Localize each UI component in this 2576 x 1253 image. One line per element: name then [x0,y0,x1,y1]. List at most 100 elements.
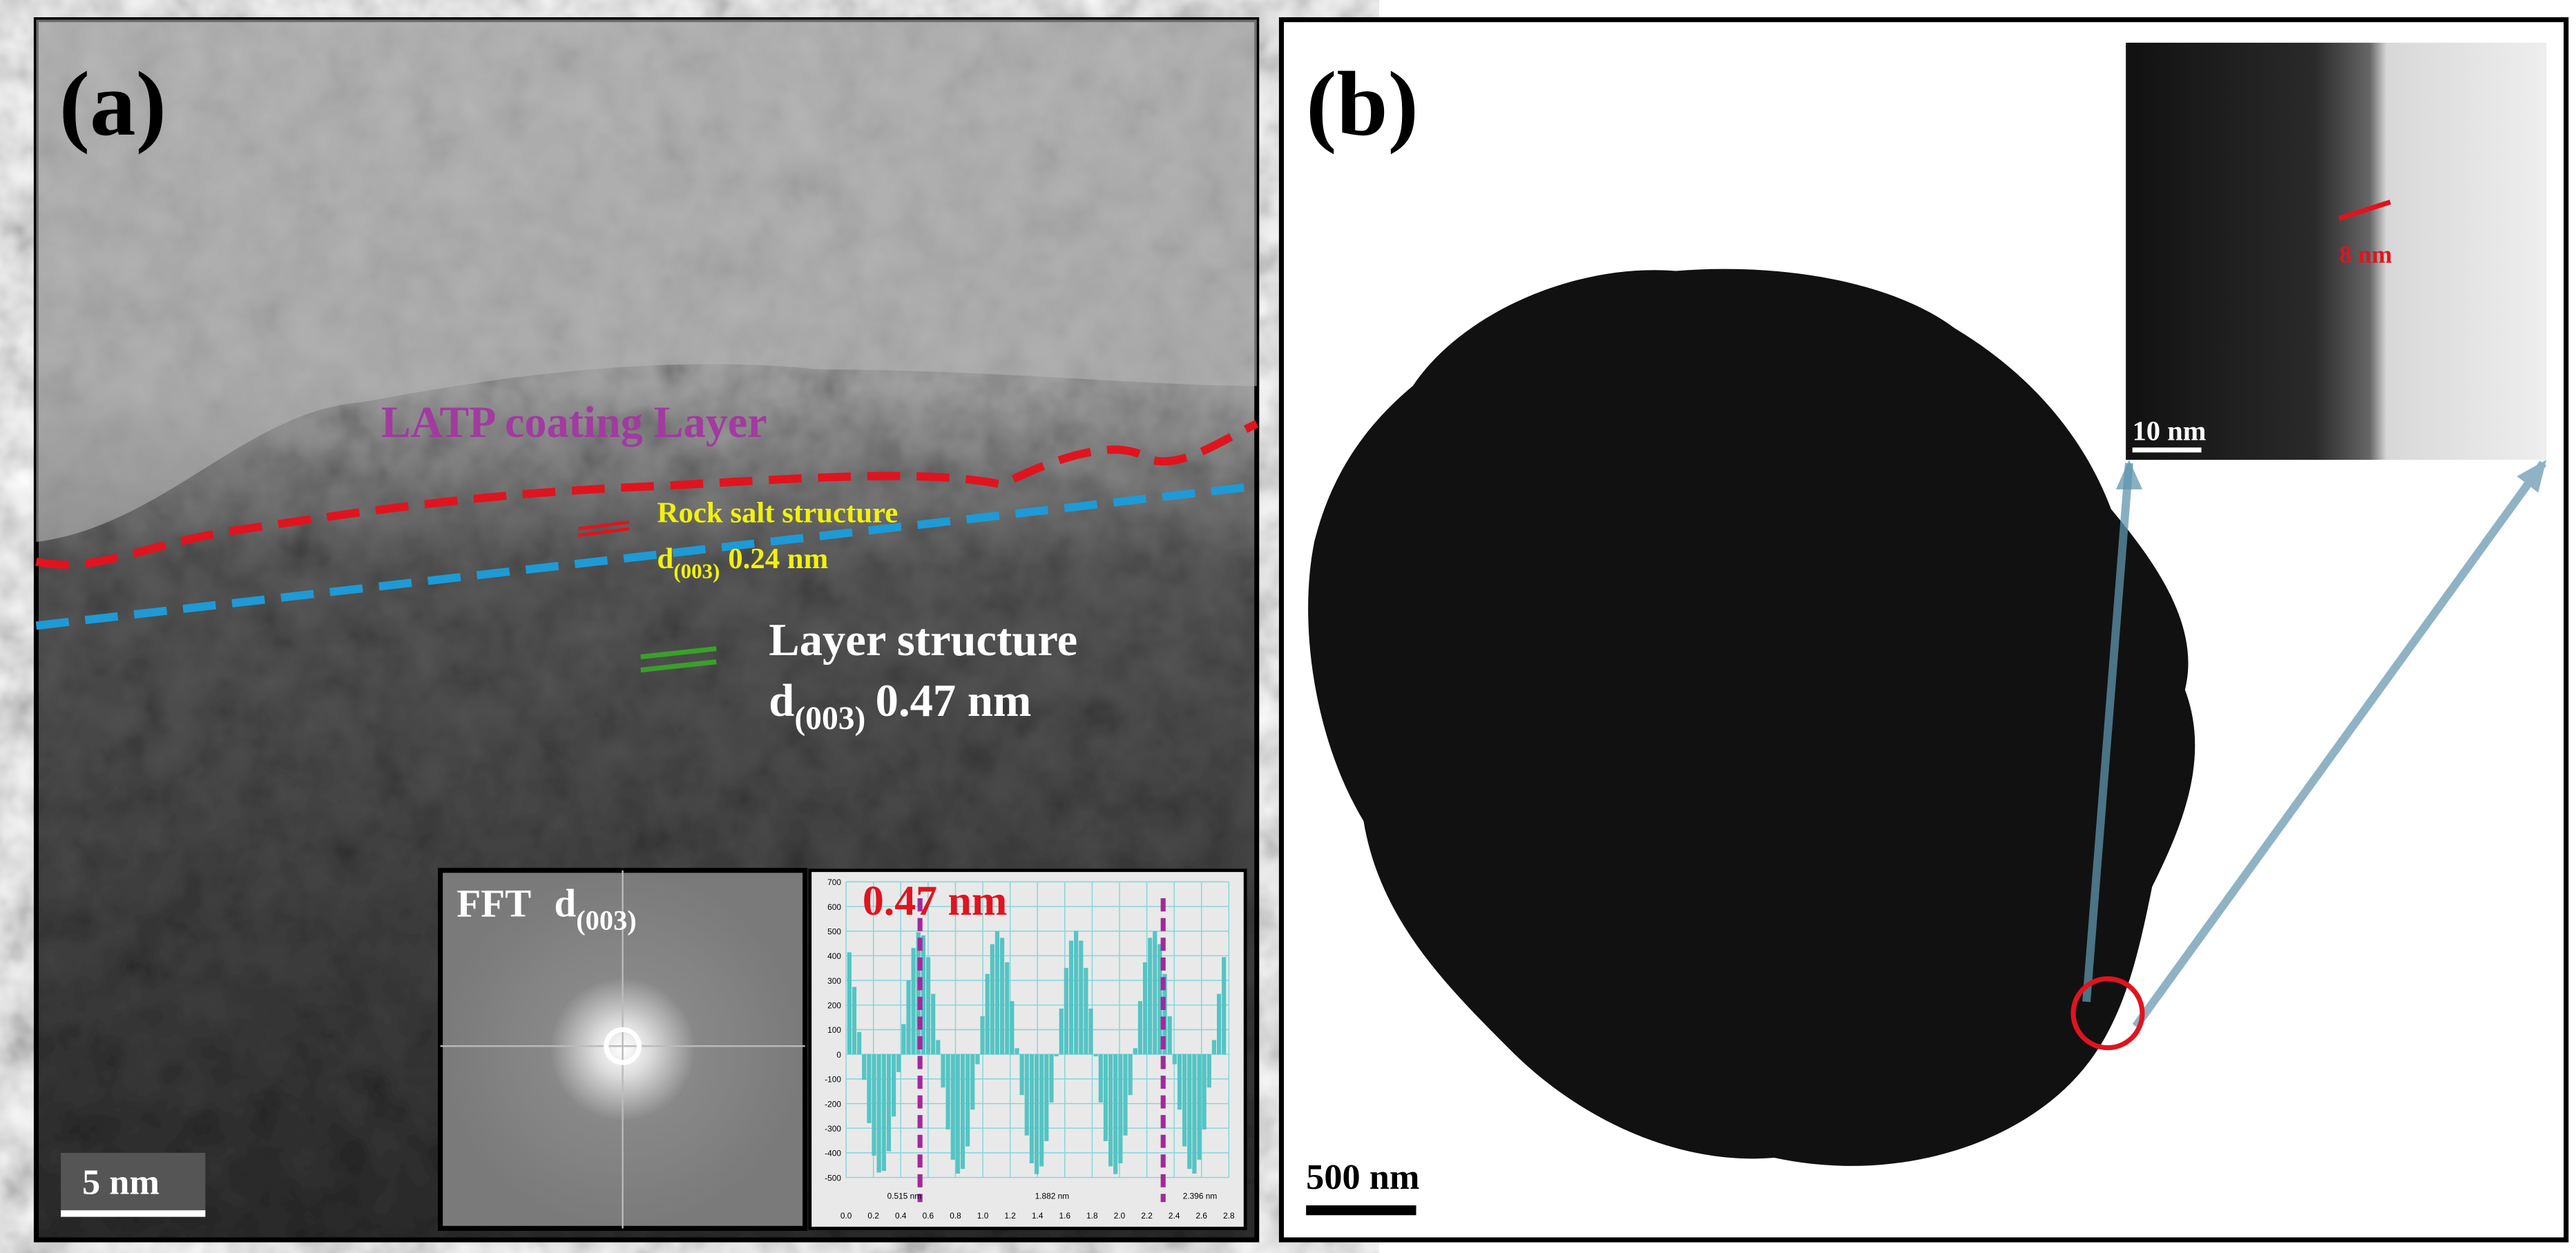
profile-bar [1029,1054,1035,1164]
x-tick-label: 1.4 [1032,1211,1044,1221]
profile-bar [1123,1054,1128,1136]
scale-bar-bg [61,1152,206,1212]
d: d [657,543,674,575]
profile-bar [1137,1001,1143,1055]
profile-bar [990,944,994,1055]
layer-spacing: d(003) 0.47 nm [769,676,1031,737]
profile-bar [931,993,936,1055]
rock-salt-marker [578,527,630,537]
x-tick-label: 2.4 [1169,1211,1180,1221]
profile-bar [857,1031,862,1055]
panel-label: (a) [59,52,166,155]
d: d [769,676,794,726]
profile-bar [862,1054,867,1080]
profile-bar [1074,931,1079,1055]
layer-title: Layer structure [769,615,1077,666]
profile-bar [1177,1054,1182,1110]
panel-label: (b) [1306,52,1419,155]
layer-marker [640,659,717,673]
profile-bar [1039,1054,1044,1167]
profile-bar [881,1054,886,1172]
coating-label: LATP coating Layer [381,398,767,447]
profile-bar [960,1054,965,1169]
profile-bar [936,1040,941,1055]
profile-bar [1167,1016,1172,1055]
profile-bar [1222,957,1227,1055]
x-tick-label: 2.6 [1196,1211,1208,1221]
profile-bar [1192,1054,1197,1174]
profile-bar [1207,1054,1211,1088]
y-tick-label: -100 [825,1075,841,1085]
profile-bar [906,980,911,1055]
profile-bar [1142,962,1148,1055]
profile-bar [916,932,921,1055]
x-tick-label: 2.0 [1114,1211,1126,1221]
profile-bar [1153,931,1157,1055]
profile-bar [867,1054,872,1123]
subscript: (003) [673,558,720,583]
profile-bar [1172,1054,1177,1065]
marker-label: 1.882 nm [1035,1192,1070,1201]
profile-bar [1068,940,1074,1055]
y-tick-label: -400 [825,1149,841,1158]
profile-bar [1108,1054,1113,1167]
scale-bar-label: 5 nm [82,1162,160,1202]
profile-bar [945,1054,950,1130]
x-tick-label: 2.8 [1223,1211,1235,1221]
profile-bar [950,1054,955,1160]
zoom-circle [2070,976,2145,1051]
fft-spot [604,1027,642,1065]
profile-bar [1133,1048,1137,1055]
rock-salt-boundary [35,482,1258,630]
particle [1308,269,2195,1166]
rock-salt-spacing: d(003) 0.24 nm [657,543,829,583]
fft-title: FFT d(003) [456,882,636,935]
profile-bar [1128,1054,1133,1096]
x-tick-label: 0.0 [840,1211,852,1221]
y-tick-label: -200 [825,1099,841,1109]
y-tick-label: 300 [827,976,841,986]
profile-bar [965,1054,970,1147]
panel-a: (a) LATP coating Layer Rock salt structu… [33,17,1260,1243]
profile-bar [980,1016,985,1055]
coating-region [36,19,1257,542]
profile-bar [1000,938,1005,1055]
profile-bar [1162,973,1167,1055]
scale-bar-label: 500 nm [1306,1157,1419,1197]
y-tick-label: 0 [836,1050,841,1060]
profile-bar [994,931,1000,1055]
spacing: 0.24 nm [728,543,828,575]
profile-bar [876,1054,881,1173]
profile-bar [1054,1054,1059,1057]
x-tick-label: 0.2 [867,1211,879,1221]
zoom-arrow [2132,460,2547,1029]
profile-bar [886,1054,892,1152]
profile-bar [1064,968,1068,1055]
y-tick-label: 600 [827,902,841,912]
marker-label: 0.515 nm [887,1192,922,1201]
profile-label: 0.47 nm [863,877,1008,924]
profile-bar [1157,944,1162,1055]
profile-bar [1088,1008,1093,1055]
y-tick-label: 400 [827,951,841,961]
y-tick-label: -500 [825,1173,841,1183]
profile-bar [955,1054,960,1174]
rock-salt-marker [578,521,630,531]
subscript: (003) [794,701,865,737]
profile-bar [1084,968,1088,1055]
x-tick-label: 0.4 [895,1211,907,1221]
profile-bar [1015,1048,1019,1055]
layer-marker [640,646,717,660]
profile-bar [1044,1054,1049,1141]
profile-bar [872,1054,876,1156]
y-tick-label: 500 [827,927,841,937]
x-tick-label: 0.8 [950,1211,961,1221]
profile-bar [1010,1001,1015,1055]
marker-label: 2.396 nm [1183,1192,1218,1201]
profile-bar [1019,1054,1024,1096]
profile-bar [1103,1054,1108,1141]
subscript: (003) [576,904,637,935]
profile-bar [901,1024,906,1055]
profile-bar [985,973,990,1055]
